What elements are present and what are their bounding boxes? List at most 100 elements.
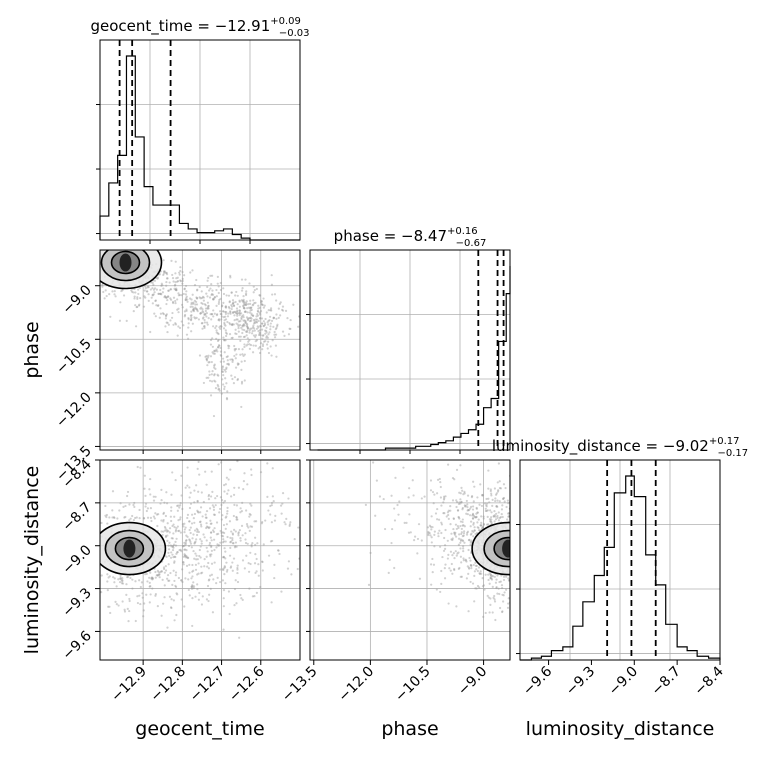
sample-point [166, 522, 169, 525]
sample-point [230, 374, 233, 377]
sample-point [213, 350, 216, 353]
sample-point [113, 581, 116, 584]
sample-point [208, 289, 211, 292]
sample-point [223, 321, 226, 325]
sample-point [154, 570, 157, 574]
sample-point [476, 511, 479, 514]
sample-point [275, 317, 278, 320]
sample-point [480, 572, 483, 575]
sample-point [160, 570, 164, 573]
sample-point [491, 611, 494, 614]
sample-point [260, 300, 264, 303]
sample-point [212, 352, 215, 355]
sample-point [237, 335, 241, 338]
sample-point [236, 312, 239, 315]
sample-point [189, 271, 192, 274]
sample-point [144, 494, 147, 497]
sample-point [407, 531, 411, 534]
sample-point [103, 297, 106, 300]
sample-point [199, 297, 202, 300]
sample-point [262, 297, 265, 300]
sample-point [169, 556, 173, 559]
sample-point [444, 495, 447, 498]
sample-point [174, 299, 177, 303]
sample-point [165, 530, 169, 533]
sample-point [163, 294, 167, 298]
sample-point [146, 580, 149, 583]
sample-point [521, 534, 523, 536]
sample-point [242, 316, 245, 319]
sample-point [523, 564, 525, 566]
sample-point [165, 555, 168, 558]
sample-point [490, 578, 494, 581]
sample-point [97, 287, 99, 289]
sample-point [203, 303, 206, 306]
sample-point [225, 561, 228, 564]
sample-point [250, 545, 253, 548]
sample-point [255, 557, 258, 561]
sample-point [96, 301, 98, 303]
sample-point [219, 580, 222, 584]
sample-point [239, 539, 242, 542]
sample-point [216, 494, 219, 498]
sample-point [224, 312, 227, 316]
sample-point [119, 576, 122, 580]
sample-point [512, 531, 514, 533]
sample-point [243, 567, 246, 570]
sample-point [505, 575, 508, 578]
sample-point [477, 518, 480, 521]
x-axis-label: luminosity_distance [526, 718, 715, 740]
sample-point [220, 392, 223, 395]
sample-point [173, 555, 176, 558]
sample-point [494, 499, 497, 503]
sample-point [205, 546, 208, 549]
sample-point [501, 593, 504, 596]
sample-point [192, 310, 196, 313]
sample-point [254, 301, 257, 304]
sample-point [251, 314, 255, 317]
sample-point [249, 525, 252, 528]
sample-point [495, 512, 498, 515]
axes-frame [309, 459, 511, 661]
sample-point [465, 560, 468, 563]
histogram-bin [453, 437, 461, 450]
sample-point [151, 287, 154, 290]
sample-point [188, 496, 191, 499]
sample-point [444, 547, 447, 551]
sample-point [210, 313, 214, 316]
sample-point [265, 336, 268, 339]
sample-point [284, 309, 288, 312]
sample-point [443, 544, 447, 547]
sample-point [128, 503, 131, 506]
sample-point [218, 319, 221, 322]
sample-point [474, 587, 477, 590]
sample-point [489, 489, 492, 493]
sample-point [461, 539, 465, 543]
sample-point [472, 480, 475, 483]
sample-point [231, 311, 235, 314]
sample-point [212, 315, 215, 318]
sample-point [223, 323, 226, 326]
sample-point [293, 538, 296, 541]
sample-point [222, 597, 225, 600]
sample-point [184, 284, 188, 288]
sample-point [168, 579, 171, 582]
sample-point [206, 285, 209, 289]
histogram-bin [677, 647, 687, 660]
sample-point [245, 324, 249, 328]
sample-point [171, 544, 175, 547]
sample-point [246, 524, 249, 528]
sample-point [185, 309, 188, 313]
sample-point [414, 535, 417, 538]
sample-point [241, 353, 244, 356]
sample-point [390, 541, 393, 545]
sample-point [449, 569, 452, 572]
sample-point [261, 520, 264, 524]
sample-point [227, 489, 230, 492]
histogram-bin [135, 137, 144, 240]
sample-point [156, 574, 159, 577]
sample-point [277, 316, 280, 319]
sample-point [423, 495, 426, 498]
sample-point [245, 301, 248, 305]
